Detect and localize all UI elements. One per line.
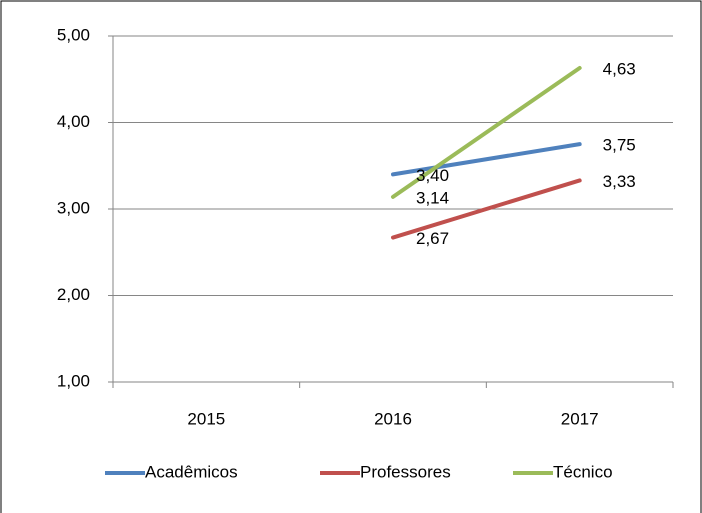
legend-label: Acadêmicos xyxy=(145,462,238,481)
data-label: 3,14 xyxy=(416,188,449,207)
data-label: 4,63 xyxy=(603,59,636,78)
x-tick-label: 2017 xyxy=(561,409,599,428)
x-tick-label: 2016 xyxy=(374,409,412,428)
y-tick-label: 2,00 xyxy=(57,285,90,304)
series-line xyxy=(391,66,582,199)
y-tick-label: 3,00 xyxy=(57,198,90,217)
y-tick-label: 5,00 xyxy=(57,25,90,44)
series-line xyxy=(391,142,582,177)
legend-label: Professores xyxy=(360,462,451,481)
data-label: 2,67 xyxy=(416,229,449,248)
y-tick-label: 4,00 xyxy=(57,112,90,131)
x-tick-label: 2015 xyxy=(187,409,225,428)
data-label: 3,33 xyxy=(603,172,636,191)
series-line xyxy=(391,178,582,240)
y-tick-label: 1,00 xyxy=(57,371,90,390)
data-label: 3,75 xyxy=(603,136,636,155)
legend-label: Técnico xyxy=(553,462,613,481)
data-label: 3,40 xyxy=(416,166,449,185)
